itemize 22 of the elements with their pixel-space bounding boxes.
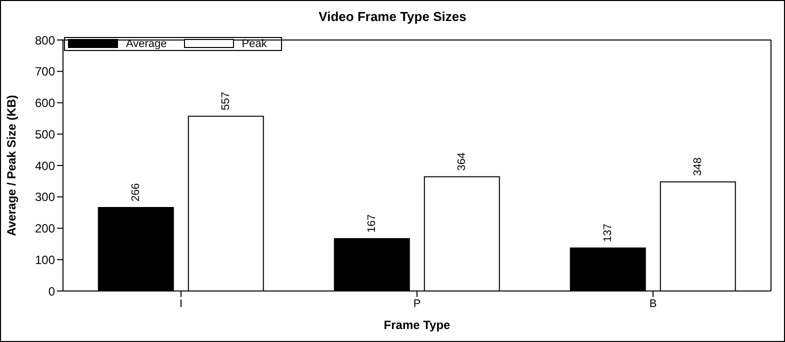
y-tick-label: 300 <box>34 190 56 204</box>
x-axis-title: Frame Type <box>384 318 451 332</box>
y-tick-label: 100 <box>34 252 56 267</box>
data-label: 137 <box>602 224 614 242</box>
data-label: 167 <box>366 214 378 233</box>
x-tick-label: B <box>649 298 657 310</box>
y-tick-label: 400 <box>34 158 56 173</box>
y-tick-label: 600 <box>34 96 56 110</box>
y-tick-label: 500 <box>34 127 56 142</box>
y-tick-label: 700 <box>34 64 56 79</box>
y-tick-label: 800 <box>34 33 56 48</box>
y-axis-title: Average / Peak Size (KB) <box>4 95 18 236</box>
y-tick-label: 200 <box>34 222 56 236</box>
legend-label: Average <box>126 38 167 50</box>
data-label: 557 <box>220 92 232 110</box>
x-tick-label: I <box>179 298 183 310</box>
data-label: 266 <box>130 183 142 202</box>
chart-title: Video Frame Type Sizes <box>318 9 468 24</box>
data-label: 348 <box>692 157 704 176</box>
x-tick-label: P <box>413 298 421 310</box>
y-tick-label: 0 <box>48 284 56 298</box>
data-label: 364 <box>456 152 468 171</box>
